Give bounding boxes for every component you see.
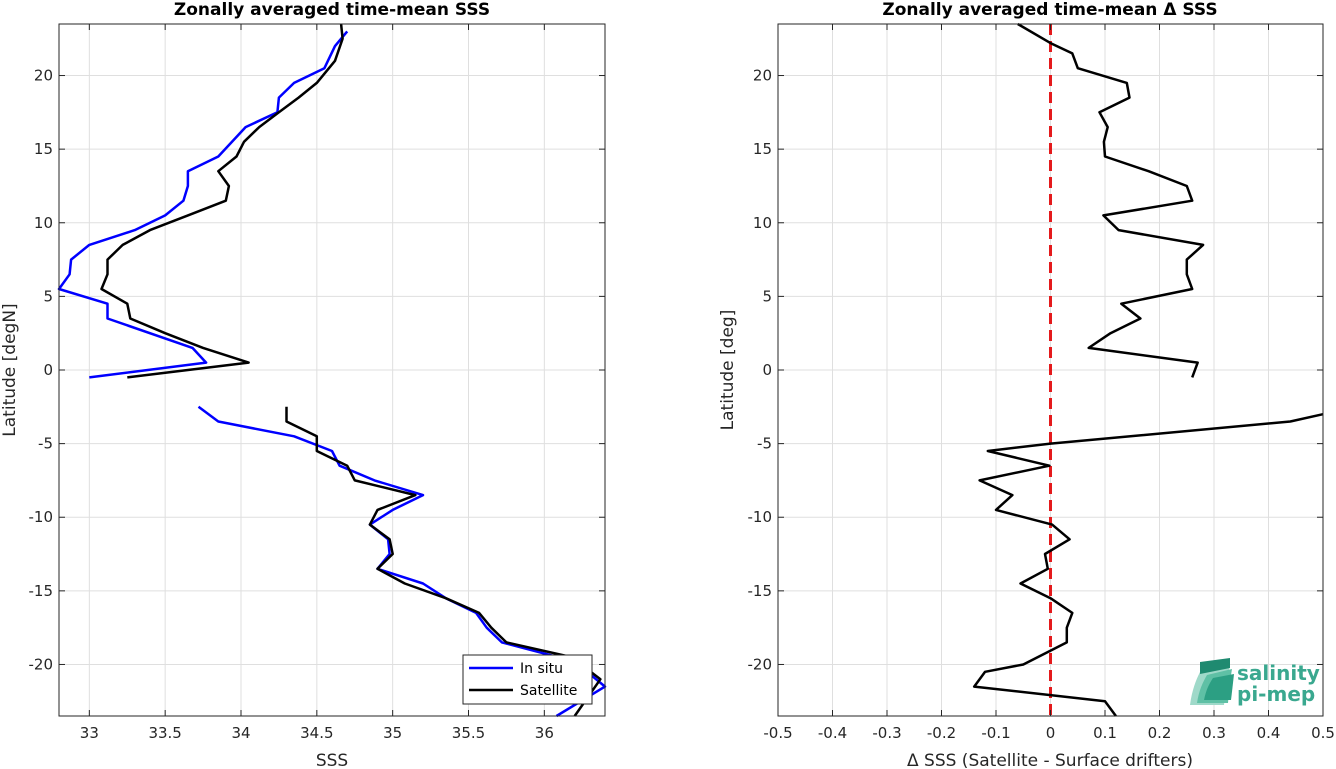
in-situ-line-segment-1 <box>57 30 349 379</box>
y-tick-label: 15 <box>753 140 772 158</box>
logo-wave-icon <box>1190 658 1234 705</box>
left-plot-panel: Zonally averaged time-mean SSS 33 33.5 34 3… <box>0 0 607 769</box>
salinity-pi-mep-logo: salinity pi-mep <box>1190 658 1320 706</box>
delta-sss-line-segment-1 <box>1017 22 1205 378</box>
x-tick-label: -0.3 <box>872 724 901 742</box>
x-tick-label: 34 <box>231 724 250 742</box>
left-ticks: 33 33.5 34 34.5 35 35.5 36 -20 -15 -10 -5 0 5 10 15 20 <box>29 24 605 742</box>
x-tick-label: 35 <box>383 724 402 742</box>
logo-text-pi-mep: pi-mep <box>1237 682 1315 706</box>
left-y-axis-label: Latitude [degN] <box>0 303 20 436</box>
right-ticks: -0.5 -0.4 -0.3 -0.2 -0.1 0 0.1 0.2 0.3 0.4 0.5 -20 -… <box>748 24 1335 742</box>
x-tick-label: -0.1 <box>981 724 1010 742</box>
y-tick-label: 10 <box>753 214 772 232</box>
x-tick-label: 0.2 <box>1148 724 1172 742</box>
left-series-lines <box>57 23 607 718</box>
right-plot-panel: Zonally averaged time-mean Δ SSS -0.5 -0.… <box>718 0 1335 769</box>
y-tick-label: -5 <box>38 435 53 453</box>
logo-text-salinity: salinity <box>1237 661 1320 685</box>
legend-label-in-situ: In situ <box>520 661 563 677</box>
left-x-axis-label: SSS <box>316 751 348 769</box>
x-tick-label: -0.2 <box>927 724 956 742</box>
y-tick-label: 20 <box>34 67 53 85</box>
y-tick-label: -15 <box>29 582 54 600</box>
y-tick-label: 15 <box>34 140 53 158</box>
in-situ-line-segment-2 <box>197 405 607 718</box>
y-tick-label: 5 <box>43 287 53 305</box>
legend-label-satellite: Satellite <box>520 683 577 699</box>
left-plot-title: Zonally averaged time-mean SSS <box>174 0 490 20</box>
y-tick-label: 20 <box>753 67 772 85</box>
y-tick-label: -20 <box>29 655 54 673</box>
y-tick-label: 0 <box>43 361 53 379</box>
y-tick-label: -20 <box>748 655 773 673</box>
right-plot-title: Zonally averaged time-mean Δ SSS <box>882 0 1217 20</box>
delta-sss-line-segment-2 <box>972 412 1324 717</box>
y-tick-label: 5 <box>762 287 772 305</box>
y-tick-label: -5 <box>757 435 772 453</box>
x-tick-label: 36 <box>535 724 554 742</box>
right-series-lines <box>972 22 1324 717</box>
right-x-axis-label: Δ SSS (Satellite - Surface drifters) <box>907 751 1193 769</box>
x-tick-label: -0.4 <box>818 724 847 742</box>
x-tick-label: 0.3 <box>1202 724 1226 742</box>
y-tick-label: 10 <box>34 214 53 232</box>
x-tick-label: -0.5 <box>763 724 792 742</box>
legend: In situ Satellite <box>462 654 593 705</box>
x-tick-label: 33.5 <box>148 724 181 742</box>
x-tick-label: 34.5 <box>300 724 333 742</box>
y-tick-label: -10 <box>748 508 773 526</box>
right-y-axis-label: Latitude [deg] <box>718 310 738 431</box>
x-tick-label: 35.5 <box>452 724 485 742</box>
legend-box <box>462 654 593 705</box>
x-tick-label: 0.4 <box>1257 724 1281 742</box>
satellite-line-segment-1 <box>100 23 344 379</box>
satellite-line-segment-2 <box>285 406 602 717</box>
y-tick-label: -15 <box>748 582 773 600</box>
y-tick-label: -10 <box>29 508 54 526</box>
x-tick-label: 0.5 <box>1311 724 1335 742</box>
x-tick-label: 0 <box>1046 724 1056 742</box>
x-tick-label: 33 <box>80 724 99 742</box>
x-tick-label: 0.1 <box>1093 724 1117 742</box>
y-tick-label: 0 <box>762 361 772 379</box>
